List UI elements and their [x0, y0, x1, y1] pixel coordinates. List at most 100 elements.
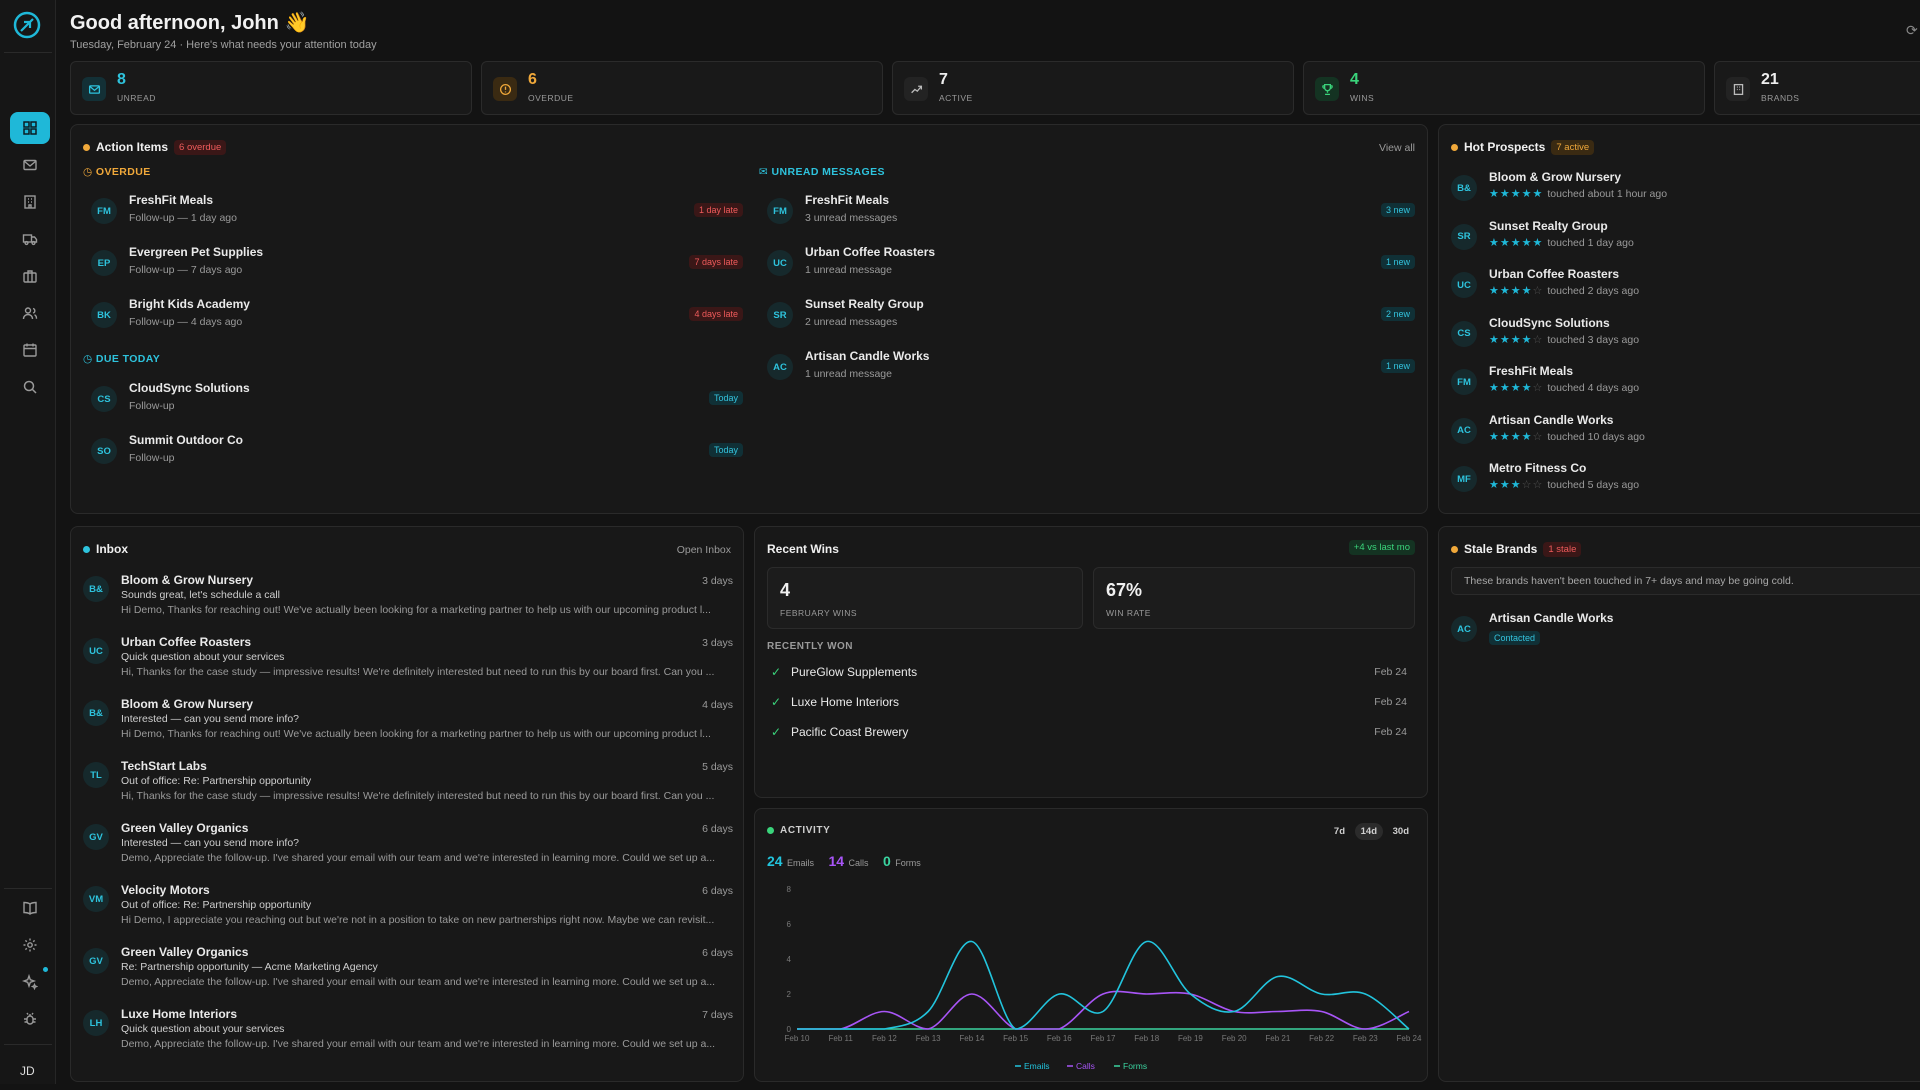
- inbox-message-row[interactable]: LH Luxe Home Interiors Quick question abou…: [81, 1007, 733, 1069]
- view-all-link[interactable]: View all: [1379, 142, 1415, 154]
- inbox-message-row[interactable]: UC Urban Coffee Roasters Quick question ab…: [81, 635, 733, 697]
- won-deal-row[interactable]: ✓ PureGlow Supplements Feb 24: [767, 665, 1407, 685]
- emails-label: Emails: [787, 858, 815, 868]
- forms-total: 0: [883, 853, 891, 869]
- stat-card-brands[interactable]: 21 BRANDS: [1714, 61, 1920, 115]
- prospect-row[interactable]: AC Artisan Candle Works ★★★★☆ touched 10 da…: [1451, 413, 1920, 449]
- panel-title: Inbox: [83, 542, 128, 556]
- range-30d-button[interactable]: 30d: [1392, 826, 1409, 837]
- nav-mail-icon[interactable]: [10, 149, 50, 181]
- nav-settings-icon[interactable]: [10, 929, 50, 961]
- refresh-icon[interactable]: ⟳: [1906, 22, 1918, 38]
- avatar: MF: [1451, 466, 1477, 492]
- avatar: VM: [83, 886, 109, 912]
- status-dot: [83, 144, 90, 152]
- item-subtitle: Follow-up — 4 days ago: [129, 316, 243, 328]
- nav-bug-icon[interactable]: [10, 1003, 50, 1035]
- inbox-message-row[interactable]: GV Green Valley Organics Interested — can …: [81, 821, 733, 883]
- stat-label: BRANDS: [1761, 93, 1800, 103]
- message-preview: Hi, Thanks for the case study — impressi…: [121, 790, 715, 802]
- star-filled-icon: ★: [1510, 430, 1522, 443]
- nav-buildings-icon[interactable]: [10, 186, 50, 218]
- message-time: 6 days: [702, 947, 733, 959]
- avatar: AC: [1451, 417, 1477, 444]
- nav-calendar-icon[interactable]: [10, 334, 50, 366]
- prospect-row[interactable]: B& Bloom & Grow Nursery ★★★★★ touched about…: [1451, 170, 1920, 206]
- action-item-row[interactable]: EP Evergreen Pet Supplies Follow-up — 7 da…: [83, 245, 743, 281]
- inbox-message-row[interactable]: GV Green Valley Organics Re: Partnership o…: [81, 945, 733, 1007]
- range-7d-button[interactable]: 7d: [1333, 826, 1345, 837]
- prospect-row[interactable]: FM FreshFit Meals ★★★★☆ touched 4 days ago: [1451, 364, 1920, 400]
- alert-circle-icon: [493, 77, 517, 101]
- user-avatar[interactable]: JD: [20, 1064, 35, 1078]
- status-pill: 2 new: [1380, 307, 1415, 321]
- prospect-row[interactable]: CS CloudSync Solutions ★★★★☆ touched 3 days…: [1451, 316, 1920, 352]
- app-logo-icon[interactable]: [12, 10, 42, 40]
- action-item-row[interactable]: FM FreshFit Meals 3 unread messages 3 new: [759, 193, 1415, 229]
- stat-value: 6: [528, 71, 537, 88]
- x-tick-label: Feb 21: [1265, 1034, 1290, 1043]
- activity-panel: ACTIVITY 7d 14d 30d 24 Emails 14 Calls 0…: [754, 808, 1428, 1082]
- stat-card-overdue[interactable]: 6 OVERDUE: [481, 61, 883, 115]
- star-filled-icon: ★: [1499, 430, 1511, 443]
- item-subtitle: Follow-up — 1 day ago: [129, 212, 237, 224]
- inbox-message-row[interactable]: VM Velocity Motors Out of office: Re: Part…: [81, 883, 733, 945]
- brand-name: Artisan Candle Works: [1489, 611, 1614, 625]
- nav-briefcase-icon[interactable]: [10, 260, 50, 292]
- nav-truck-icon[interactable]: [10, 223, 50, 255]
- action-item-row[interactable]: SR Sunset Realty Group 2 unread messages 2 …: [759, 297, 1415, 333]
- stat-card-unread[interactable]: 8 UNREAD: [70, 61, 472, 115]
- avatar: AC: [1451, 616, 1477, 642]
- nav-book-icon[interactable]: [10, 892, 50, 924]
- action-item-row[interactable]: FM FreshFit Meals Follow-up — 1 day ago 1 d…: [83, 193, 743, 229]
- action-item-row[interactable]: SO Summit Outdoor Co Follow-up Today: [83, 433, 743, 469]
- star-filled-icon: ★: [1510, 285, 1522, 297]
- message-subject: Out of office: Re: Partnership opportuni…: [121, 899, 312, 911]
- prospect-name: Bloom & Grow Nursery: [1489, 170, 1622, 184]
- stat-card-active[interactable]: 7 ACTIVE: [892, 61, 1294, 115]
- message-time: 5 days: [702, 761, 733, 773]
- nav-dashboard-icon[interactable]: [10, 112, 50, 144]
- stale-brands-panel: Stale Brands 1 stale These brands haven't…: [1438, 526, 1920, 1082]
- action-item-row[interactable]: UC Urban Coffee Roasters 1 unread message 1…: [759, 245, 1415, 281]
- panel-title: Hot Prospects 7 active: [1451, 140, 1595, 156]
- action-item-row[interactable]: BK Bright Kids Academy Follow-up — 4 days …: [83, 297, 743, 333]
- status-badge: Contacted: [1489, 631, 1541, 645]
- prospect-row[interactable]: MF Metro Fitness Co ★★★☆☆ touched 5 days ag…: [1451, 461, 1920, 497]
- calls-label: Calls: [848, 858, 869, 868]
- rating-stars: ★★★★☆ touched 2 days ago: [1489, 284, 1639, 297]
- stale-brand-row[interactable]: AC Artisan Candle Works Contacted: [1451, 611, 1920, 647]
- won-deal-row[interactable]: ✓ Pacific Coast Brewery Feb 24: [767, 725, 1407, 745]
- message-preview: Hi, Thanks for the case study — impressi…: [121, 666, 715, 678]
- sidebar-divider: [4, 1044, 52, 1045]
- inbox-message-row[interactable]: B& Bloom & Grow Nursery Interested — can y…: [81, 697, 733, 759]
- x-tick-label: Feb 12: [872, 1034, 897, 1043]
- sender-name: Bloom & Grow Nursery: [121, 573, 254, 587]
- inbox-message-row[interactable]: B& Bloom & Grow Nursery Sounds great, let'…: [81, 573, 733, 635]
- status-pill: 1 day late: [693, 203, 743, 217]
- x-tick-label: Feb 20: [1222, 1034, 1247, 1043]
- action-item-row[interactable]: CS CloudSync Solutions Follow-up Today: [83, 381, 743, 417]
- overdue-badge: 6 overdue: [174, 140, 227, 156]
- status-dot: [1451, 144, 1458, 152]
- action-item-row[interactable]: AC Artisan Candle Works 1 unread message 1 …: [759, 349, 1415, 385]
- prospect-row[interactable]: UC Urban Coffee Roasters ★★★★☆ touched 2 da…: [1451, 267, 1920, 303]
- main-content: Good afternoon, John 👋 Tuesday, February…: [70, 0, 1920, 1084]
- inbox-message-row[interactable]: TL TechStart Labs Out of office: Re: Partn…: [81, 759, 733, 821]
- stat-card-wins[interactable]: 4 WINS: [1303, 61, 1705, 115]
- prospect-row[interactable]: SR Sunset Realty Group ★★★★★ touched 1 day …: [1451, 219, 1920, 255]
- star-filled-icon: ★: [1499, 382, 1511, 394]
- stat-value: 4: [1350, 71, 1359, 88]
- clock-icon: ◷: [83, 353, 93, 365]
- avatar: TL: [83, 762, 109, 788]
- x-tick-label: Feb 16: [1047, 1034, 1072, 1043]
- page-title: Good afternoon, John 👋: [70, 10, 309, 35]
- star-filled-icon: ★: [1489, 236, 1500, 249]
- range-14d-button[interactable]: 14d: [1354, 823, 1383, 840]
- open-inbox-link[interactable]: Open Inbox: [676, 544, 731, 556]
- star-filled-icon: ★: [1510, 479, 1522, 491]
- nav-search-icon[interactable]: [10, 371, 50, 403]
- nav-sparkles-icon[interactable]: [10, 966, 50, 998]
- nav-users-icon[interactable]: [10, 297, 50, 329]
- won-deal-row[interactable]: ✓ Luxe Home Interiors Feb 24: [767, 695, 1407, 715]
